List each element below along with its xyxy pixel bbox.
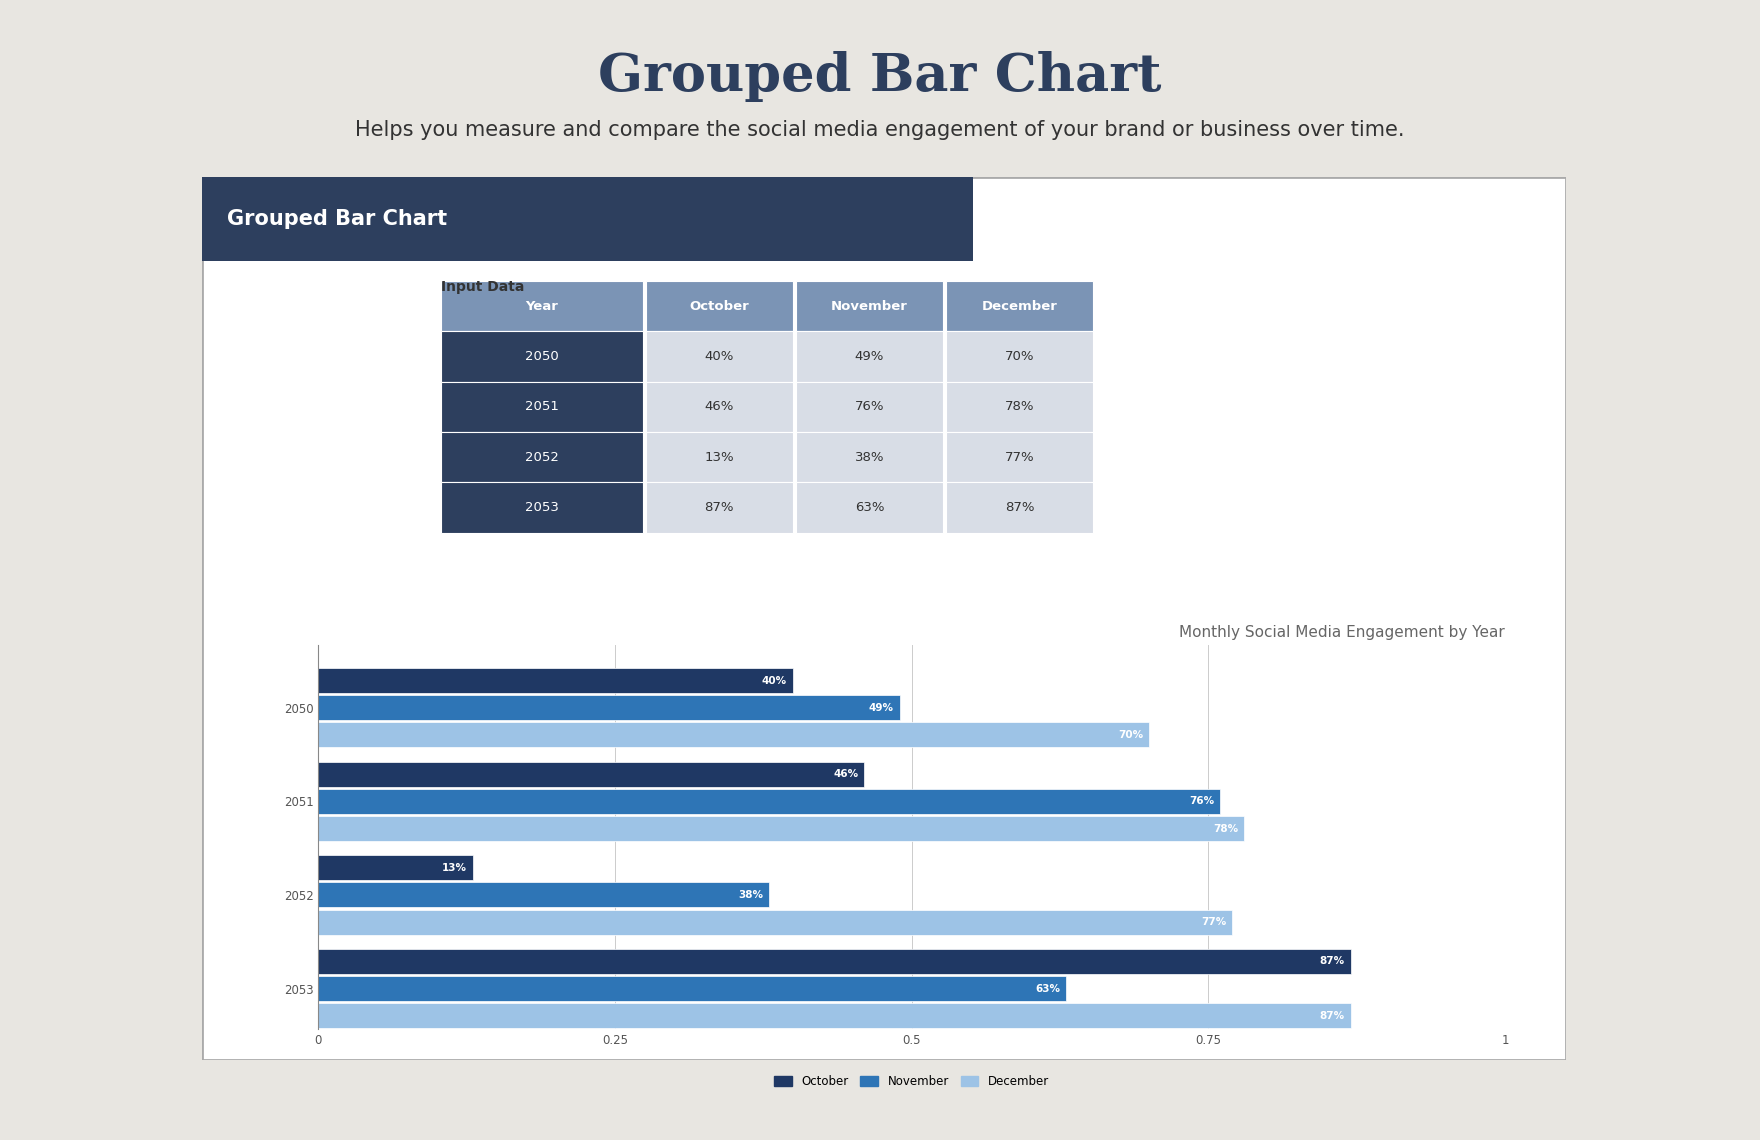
FancyBboxPatch shape	[202, 177, 1566, 1060]
Text: 13%: 13%	[442, 863, 466, 873]
FancyBboxPatch shape	[796, 432, 943, 482]
Text: Monthly Social Media Engagement by Year: Monthly Social Media Engagement by Year	[1179, 625, 1505, 640]
Bar	[319, 855, 473, 880]
Text: 77%: 77%	[1200, 917, 1227, 927]
Text: 2051: 2051	[524, 400, 560, 414]
FancyBboxPatch shape	[796, 382, 943, 432]
Bar	[319, 668, 794, 693]
Text: 46%: 46%	[704, 400, 734, 414]
Text: 87%: 87%	[1320, 956, 1345, 967]
Text: 63%: 63%	[1035, 984, 1060, 994]
Text: Grouped Bar Chart: Grouped Bar Chart	[227, 209, 447, 229]
Text: 77%: 77%	[1005, 450, 1035, 464]
FancyBboxPatch shape	[442, 280, 642, 332]
Bar	[319, 762, 864, 787]
Bar	[319, 910, 1232, 935]
Text: 78%: 78%	[1213, 823, 1237, 833]
Text: 63%: 63%	[855, 502, 884, 514]
FancyBboxPatch shape	[442, 332, 642, 382]
Text: 76%: 76%	[855, 400, 884, 414]
Bar	[319, 695, 899, 720]
Text: 49%: 49%	[869, 702, 894, 712]
FancyBboxPatch shape	[796, 332, 943, 382]
FancyBboxPatch shape	[646, 280, 794, 332]
Bar	[319, 976, 1067, 1001]
FancyBboxPatch shape	[945, 482, 1093, 532]
Bar	[319, 723, 1149, 748]
Text: 78%: 78%	[1005, 400, 1035, 414]
Text: 70%: 70%	[1005, 350, 1035, 363]
FancyBboxPatch shape	[646, 332, 794, 382]
FancyBboxPatch shape	[945, 432, 1093, 482]
FancyBboxPatch shape	[442, 432, 642, 482]
FancyBboxPatch shape	[646, 382, 794, 432]
Text: 49%: 49%	[855, 350, 884, 363]
Legend: October, November, December: October, November, December	[769, 1070, 1054, 1092]
FancyBboxPatch shape	[442, 482, 642, 532]
Text: 38%: 38%	[855, 450, 884, 464]
Bar	[319, 789, 1220, 814]
Text: Helps you measure and compare the social media engagement of your brand or busin: Helps you measure and compare the social…	[356, 120, 1404, 140]
Text: 46%: 46%	[832, 770, 859, 779]
Text: 40%: 40%	[762, 676, 787, 685]
Text: 2052: 2052	[524, 450, 560, 464]
Text: 87%: 87%	[704, 502, 734, 514]
FancyBboxPatch shape	[945, 280, 1093, 332]
FancyBboxPatch shape	[202, 177, 973, 261]
FancyBboxPatch shape	[646, 432, 794, 482]
Text: December: December	[982, 300, 1058, 312]
Text: 87%: 87%	[1320, 1011, 1345, 1020]
Text: Input Data: Input Data	[442, 280, 524, 294]
Bar	[319, 882, 769, 907]
FancyBboxPatch shape	[646, 482, 794, 532]
Text: 76%: 76%	[1190, 797, 1214, 806]
Text: November: November	[831, 300, 908, 312]
Text: 70%: 70%	[1118, 730, 1142, 740]
FancyBboxPatch shape	[796, 280, 943, 332]
Bar	[319, 948, 1350, 974]
Text: 87%: 87%	[1005, 502, 1035, 514]
Text: 2053: 2053	[524, 502, 560, 514]
FancyBboxPatch shape	[945, 382, 1093, 432]
Text: 38%: 38%	[739, 890, 764, 899]
Bar	[319, 816, 1244, 841]
Text: 40%: 40%	[704, 350, 734, 363]
Text: 2050: 2050	[524, 350, 560, 363]
Text: Year: Year	[526, 300, 558, 312]
Text: 13%: 13%	[704, 450, 734, 464]
Text: Grouped Bar Chart: Grouped Bar Chart	[598, 51, 1162, 103]
Text: October: October	[690, 300, 750, 312]
FancyBboxPatch shape	[945, 332, 1093, 382]
FancyBboxPatch shape	[796, 482, 943, 532]
Bar	[319, 1003, 1350, 1028]
FancyBboxPatch shape	[442, 382, 642, 432]
